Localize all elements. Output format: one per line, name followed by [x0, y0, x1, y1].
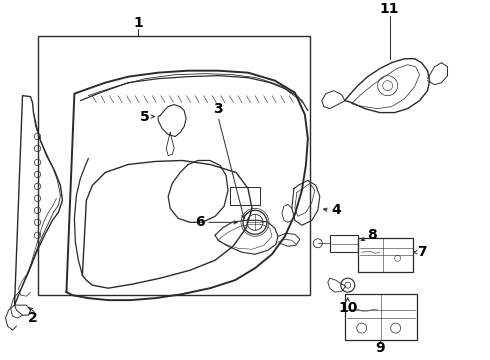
Bar [39, 36, 310, 295]
Text: 4: 4 [331, 203, 341, 217]
Bar [358, 238, 413, 272]
Bar [330, 235, 358, 252]
Text: 8: 8 [367, 228, 377, 242]
Text: 6: 6 [196, 215, 205, 229]
Bar [230, 188, 260, 205]
Text: 1: 1 [133, 16, 143, 30]
Text: 2: 2 [27, 311, 37, 325]
Text: 5: 5 [140, 109, 150, 123]
Text: 3: 3 [213, 102, 223, 116]
Text: 11: 11 [380, 2, 399, 16]
Text: 10: 10 [338, 301, 357, 315]
Text: 7: 7 [417, 245, 426, 259]
Text: 9: 9 [375, 341, 385, 355]
Bar [345, 294, 416, 340]
